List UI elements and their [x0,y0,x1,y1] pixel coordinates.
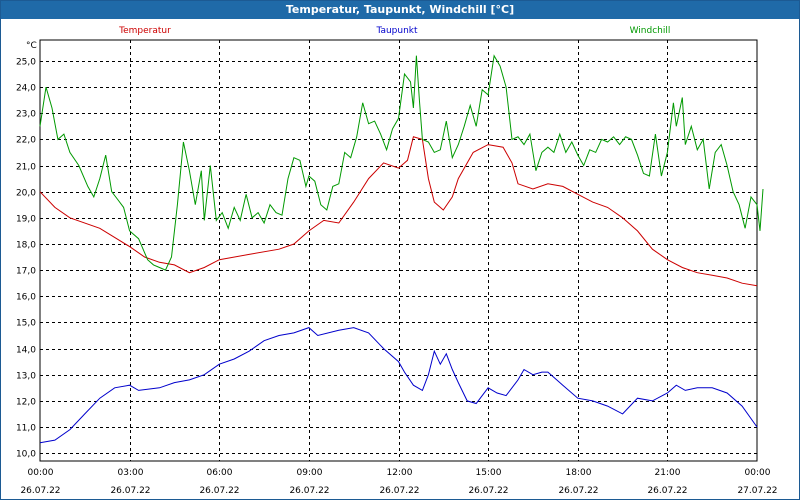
y-tick-label: 16,0 [16,293,36,303]
x-tick-date: 26.07.22 [199,486,239,496]
series-line-taupunkt [39,327,758,444]
x-tick-time: 03:00 [118,468,144,478]
y-tick-label: 20,0 [16,189,36,199]
plot-area [39,39,758,462]
y-tick-label: 24,0 [16,84,36,94]
y-tick-label: 25,0 [16,58,36,68]
x-tick-time: 00:00 [745,468,771,478]
x-tick-time: 12:00 [387,468,413,478]
y-tick-label: 10,0 [16,450,36,460]
x-tick-date: 26.07.22 [289,486,329,496]
y-tick-label: 21,0 [16,163,36,173]
x-tick-time: 06:00 [207,468,233,478]
legend: Temperatur Taupunkt Windchill [118,26,670,36]
window-title: Temperatur, Taupunkt, Windchill [°C] [1,1,799,19]
x-axis: 00:00 26.07.22 03:00 26.07.22 06:00 26.07.22 0… [20,468,777,496]
y-tick-label: 22,0 [16,136,36,146]
x-tick-time: 00:00 [28,468,54,478]
x-tick-date: 26.07.22 [468,486,508,496]
y-axis: 25,0 24,0 23,0 22,0 21,0 20,0 19,0 18,0 17,0 16,0… [16,58,36,460]
y-tick-label: 15,0 [16,319,36,329]
y-tick-label: 23,0 [16,110,36,120]
legend-entry-taupunkt: Taupunkt [375,26,418,36]
legend-entry-windchill: Windchill [630,26,671,36]
x-tick-time: 09:00 [297,468,323,478]
x-tick-time: 15:00 [476,468,502,478]
legend-entry-temperatur: Temperatur [118,26,171,36]
x-tick-date: 26.07.22 [379,486,419,496]
x-tick-date: 26.07.22 [110,486,150,496]
series-line-temperatur [39,136,758,287]
x-tick-date: 26.07.22 [647,486,687,496]
y-tick-label: 18,0 [16,241,36,251]
y-tick-label: 19,0 [16,215,36,225]
x-tick-date: 26.07.22 [20,486,60,496]
series-lines [39,54,764,444]
y-tick-label: 14,0 [16,346,36,356]
grid-lines [39,39,758,462]
x-tick-time: 21:00 [655,468,681,478]
y-tick-label: 11,0 [16,424,36,434]
x-tick-date: 27.07.22 [737,486,777,496]
y-tick-label: 13,0 [16,372,36,382]
x-tick-time: 18:00 [566,468,592,478]
y-tick-label: 12,0 [16,398,36,408]
x-tick-date: 26.07.22 [558,486,598,496]
y-axis-label: °C [26,41,37,51]
y-tick-label: 17,0 [16,267,36,277]
series-line-windchill [39,54,764,271]
